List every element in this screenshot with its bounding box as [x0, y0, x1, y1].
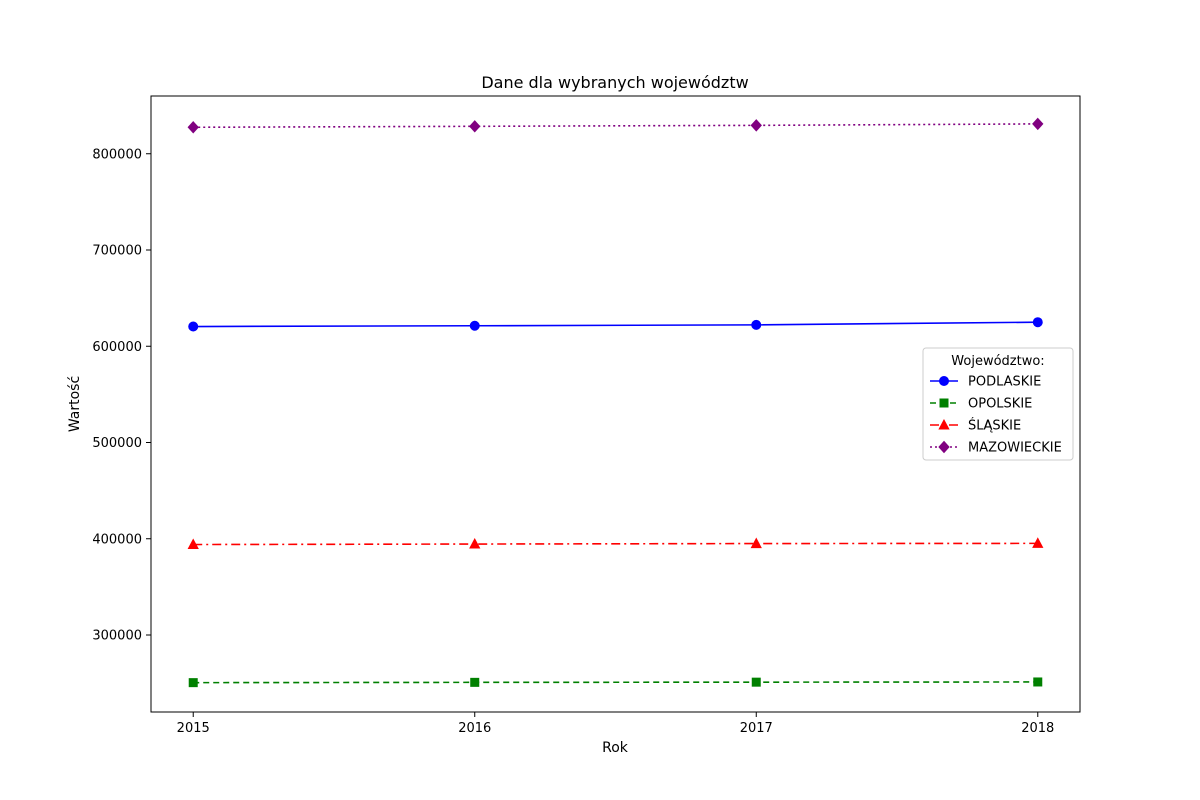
- x-tick-label: 2016: [458, 721, 491, 736]
- series-mazowieckie: [187, 117, 1044, 134]
- data-point: [188, 678, 198, 688]
- legend-label: MAZOWIECKIE: [968, 441, 1062, 456]
- legend-label: ŚLĄSKIE: [968, 418, 1021, 434]
- legend: Województwo: PODLASKIE OPOLSKIE ŚLĄSKIE MAZO…: [922, 347, 1074, 461]
- data-point: [469, 537, 481, 549]
- series-line: [193, 321, 1038, 328]
- legend-box: [922, 347, 1074, 461]
- series-śląskie: [187, 537, 1044, 550]
- x-axis: 2015 2016 2017 2018: [177, 712, 1054, 736]
- legend-item: ŚLĄSKIE: [930, 418, 1021, 434]
- chart-title: Dane dla wybranych województw: [481, 73, 748, 92]
- data-point: [751, 319, 762, 330]
- data-point: [187, 121, 199, 134]
- series-line: [193, 681, 1038, 684]
- data-point: [469, 320, 480, 331]
- series-line: [193, 542, 1038, 546]
- y-tick-label: 800000: [92, 147, 142, 162]
- y-tick-label: 700000: [92, 244, 142, 259]
- series-opolskie: [188, 677, 1043, 688]
- legend-label: OPOLSKIE: [968, 397, 1032, 412]
- legend-item: MAZOWIECKIE: [930, 441, 1062, 456]
- data-point: [1032, 317, 1043, 328]
- series-layer: [187, 117, 1044, 688]
- y-tick-label: 400000: [92, 532, 142, 547]
- y-axis: 300000 400000 500000 600000 700000 800000: [92, 147, 151, 644]
- y-tick-label: 300000: [92, 629, 142, 644]
- series-podlaskie: [188, 317, 1043, 332]
- legend-marker: [938, 440, 950, 454]
- data-point: [187, 538, 199, 550]
- data-point: [751, 677, 761, 687]
- series-line: [193, 123, 1038, 129]
- data-point: [1032, 117, 1044, 131]
- x-axis-title: Rok: [602, 740, 629, 756]
- data-point: [470, 677, 480, 687]
- plot-frame: [150, 95, 1081, 713]
- legend-marker: [938, 418, 950, 430]
- data-point: [1032, 537, 1044, 548]
- data-point: [1033, 677, 1043, 687]
- legend-item: OPOLSKIE: [930, 397, 1032, 412]
- data-point: [750, 119, 762, 132]
- x-tick-label: 2017: [740, 721, 773, 736]
- y-axis-title: Wartość: [67, 376, 83, 432]
- legend-item: PODLASKIE: [930, 375, 1041, 390]
- x-tick-label: 2015: [177, 721, 210, 736]
- data-point: [469, 120, 481, 133]
- legend-title: Województwo:: [951, 354, 1044, 369]
- legend-marker: [939, 376, 949, 386]
- legend-marker: [939, 398, 949, 408]
- data-point: [188, 321, 199, 332]
- x-tick-label: 2018: [1021, 721, 1054, 736]
- legend-label: PODLASKIE: [968, 375, 1041, 390]
- y-tick-label: 600000: [92, 340, 142, 355]
- y-tick-label: 500000: [92, 436, 142, 451]
- data-point: [750, 537, 762, 549]
